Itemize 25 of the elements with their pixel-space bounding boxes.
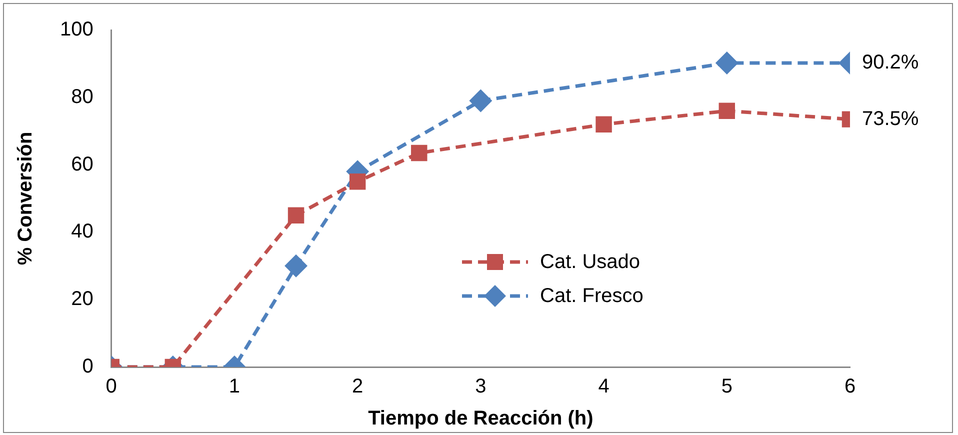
x-tick-label: 5 bbox=[721, 376, 732, 398]
point bbox=[718, 102, 736, 119]
x-tick-label: 2 bbox=[352, 376, 364, 398]
y-tick-label: 40 bbox=[71, 220, 94, 243]
y-tick-label: 20 bbox=[71, 288, 94, 310]
point bbox=[716, 52, 738, 74]
legend-label: Cat. Usado bbox=[540, 250, 640, 274]
data-label: 90.2% bbox=[862, 52, 919, 74]
y-tick-label: 100 bbox=[60, 18, 94, 41]
point bbox=[411, 144, 428, 162]
y-tick-label: 0 bbox=[82, 356, 94, 378]
y-tick-label: 60 bbox=[71, 153, 94, 176]
x-axis-title: Tiempo de Reacción (h) bbox=[368, 408, 594, 430]
legend-label: Cat. Fresco bbox=[540, 284, 644, 308]
point bbox=[349, 174, 366, 190]
x-tick-label: 3 bbox=[475, 376, 486, 398]
y-axis-title: % Conversión bbox=[14, 132, 37, 266]
x-tick-label: 1 bbox=[228, 376, 240, 398]
point bbox=[470, 90, 492, 112]
x-tick-label: 0 bbox=[106, 376, 117, 398]
y-tick-label: 80 bbox=[71, 86, 94, 108]
point bbox=[596, 116, 612, 132]
x-tick-label: 4 bbox=[598, 376, 610, 398]
x-tick-label: 6 bbox=[844, 376, 856, 398]
data-label: 73.5% bbox=[862, 108, 919, 130]
